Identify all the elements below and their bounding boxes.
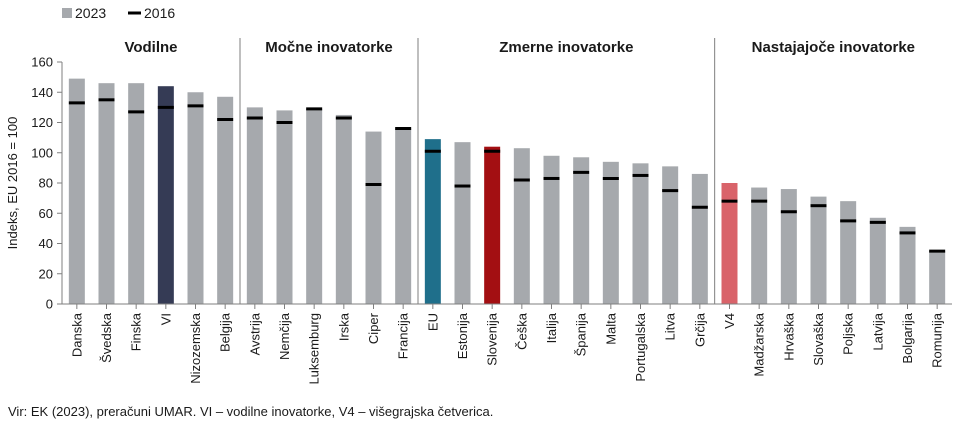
y-tick-label: 20: [39, 266, 53, 281]
x-tick-label: Danska: [69, 312, 84, 357]
group-title: Vodilne: [124, 39, 177, 56]
y-tick-label: 40: [39, 236, 53, 251]
bar-2023: [602, 161, 619, 304]
group-title: Močne inovatorke: [265, 39, 393, 56]
legend-swatch-2023: [62, 8, 72, 18]
bar-2023: [246, 107, 263, 304]
bar-2023: [869, 217, 886, 304]
bar-2023: [840, 201, 857, 304]
legend-label-2016: 2016: [144, 5, 175, 21]
x-tick-label: Irska: [336, 312, 351, 341]
y-tick-label: 60: [39, 206, 53, 221]
x-tick-label: Španija: [574, 312, 589, 356]
bar-2023: [68, 78, 85, 304]
x-tick-label: Slovaška: [811, 312, 826, 366]
x-tick-label: Finska: [129, 312, 144, 351]
y-axis-label: Indeks, EU 2016 = 100: [5, 117, 20, 250]
bar-2023: [543, 155, 560, 304]
legend-label-2023: 2023: [75, 5, 106, 21]
x-tick-label: V4: [722, 313, 737, 329]
bar-2023: [662, 166, 679, 304]
bar-2023: [335, 114, 352, 304]
x-tick-label: Slovenija: [485, 312, 500, 366]
bar-2023: [157, 86, 174, 304]
bar-2023: [632, 163, 649, 304]
group-title: Zmerne inovatorke: [499, 39, 633, 56]
x-tick-label: Madžarska: [752, 312, 767, 376]
bar-2023: [721, 183, 738, 304]
y-tick-label: 160: [31, 55, 53, 70]
bar-2023: [810, 196, 827, 304]
x-tick-label: Romunija: [930, 312, 945, 368]
x-tick-label: Francija: [396, 312, 411, 359]
y-tick-label: 140: [31, 85, 53, 100]
bar-2023: [217, 96, 234, 304]
bar-2023: [484, 146, 501, 304]
bar-2023: [128, 83, 145, 304]
x-tick-label: Hrvaška: [781, 312, 796, 360]
x-tick-label: Latvija: [870, 312, 885, 350]
x-tick-label: Nemčija: [277, 312, 292, 360]
bar-2023: [573, 157, 590, 304]
bar-2023: [454, 142, 471, 304]
x-tick-label: Švedska: [99, 312, 114, 363]
bar-2023: [187, 92, 204, 304]
y-tick-label: 80: [39, 176, 53, 191]
bar-2023: [365, 131, 382, 304]
bar-2023: [751, 187, 768, 304]
x-tick-label: Avstrija: [247, 312, 262, 355]
x-tick-label: Italija: [544, 312, 559, 343]
y-tick-label: 0: [46, 297, 53, 312]
bar-2023: [424, 139, 441, 304]
x-tick-label: Češka: [514, 312, 529, 350]
x-tick-label: Belgija: [218, 312, 233, 352]
source-note: Vir: EK (2023), preračuni UMAR. VI – vod…: [8, 404, 494, 419]
bar-2023: [276, 110, 293, 305]
group-title: Nastajajoče inovatorke: [752, 39, 915, 56]
bar-2023: [899, 226, 916, 304]
bar-2023: [395, 128, 412, 304]
y-tick-label: 120: [31, 115, 53, 130]
x-tick-label: Portugalska: [633, 312, 648, 381]
bar-2023: [691, 173, 708, 304]
bar-2023: [513, 148, 530, 304]
x-tick-label: VI: [158, 313, 173, 325]
x-tick-label: Malta: [603, 312, 618, 345]
x-tick-label: Grčija: [692, 312, 707, 347]
x-tick-label: Litva: [663, 312, 678, 340]
bar-2023: [929, 251, 946, 304]
bar-2023: [98, 83, 115, 304]
x-tick-label: EU: [425, 313, 440, 331]
x-tick-label: Estonija: [455, 312, 470, 359]
bar-2023: [780, 189, 797, 304]
x-tick-label: Nizozemska: [188, 312, 203, 384]
bar-2023: [306, 108, 323, 304]
x-tick-label: Poljska: [841, 312, 856, 355]
x-tick-label: Bolgarija: [900, 312, 915, 363]
x-tick-label: Luksemburg: [307, 313, 322, 385]
x-tick-label: Ciper: [366, 312, 381, 344]
y-tick-label: 100: [31, 145, 53, 160]
